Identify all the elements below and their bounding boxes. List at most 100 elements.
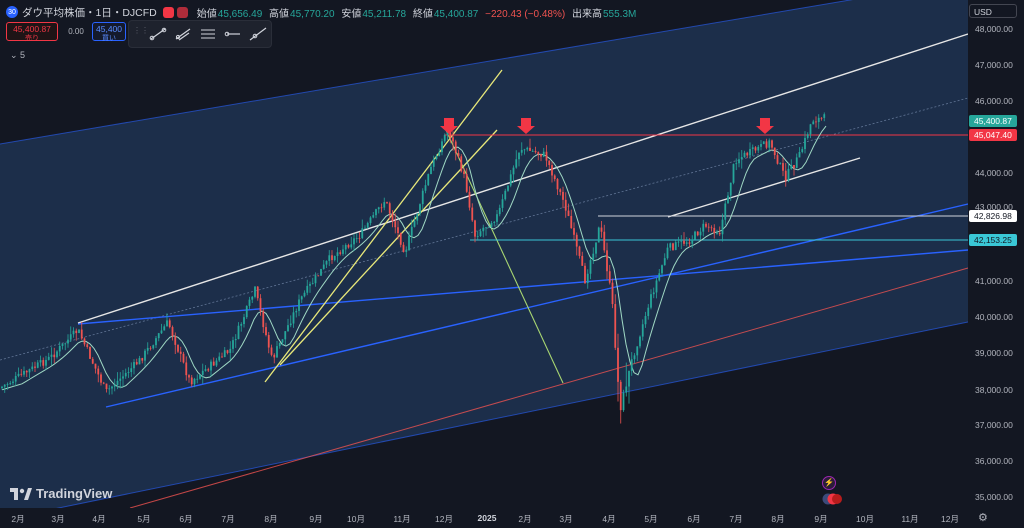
trend-line-icon[interactable] bbox=[145, 23, 170, 45]
buy-button[interactable]: 45,400 買い bbox=[92, 22, 126, 42]
candle-body bbox=[551, 165, 553, 176]
candle-body bbox=[366, 223, 369, 228]
candle-body bbox=[6, 384, 9, 386]
candle-body bbox=[614, 304, 617, 348]
tradingview-logo[interactable]: TradingView bbox=[10, 486, 112, 501]
candle-body bbox=[597, 227, 600, 243]
candle-body bbox=[122, 376, 124, 379]
white-level-price-tag: 42,826.98 bbox=[969, 210, 1017, 222]
price-tick: 47,000.00 bbox=[975, 60, 1013, 70]
candle-body bbox=[487, 226, 490, 228]
candle-body bbox=[237, 325, 240, 339]
settings-gear-icon[interactable]: ⚙ bbox=[978, 512, 988, 524]
flash-icon[interactable]: ⚡ bbox=[822, 476, 836, 490]
currency-selector[interactable]: USD bbox=[969, 4, 1017, 18]
candle-body bbox=[804, 137, 806, 150]
open-label: 始値 bbox=[196, 8, 217, 20]
white-resistance-line bbox=[77, 33, 969, 324]
candle-body bbox=[600, 227, 603, 232]
candle-body bbox=[465, 174, 468, 192]
ray-icon[interactable] bbox=[170, 23, 195, 45]
candle-body bbox=[460, 156, 463, 172]
candle-body bbox=[243, 317, 245, 325]
horizontal-ray-icon[interactable] bbox=[221, 23, 246, 45]
indicator-toggle[interactable]: ⌄ 5 bbox=[10, 50, 26, 60]
candle-body bbox=[754, 147, 757, 151]
price-tick: 37,000.00 bbox=[975, 420, 1013, 430]
candle-body bbox=[394, 221, 397, 228]
candle-body bbox=[204, 369, 207, 371]
symbol-logo-icon[interactable]: 30 bbox=[6, 6, 18, 18]
parallel-channel-icon[interactable] bbox=[195, 23, 220, 45]
candle-body bbox=[317, 275, 320, 277]
candle-body bbox=[639, 336, 641, 347]
time-tick: 10月 bbox=[347, 514, 365, 524]
candle-body bbox=[86, 344, 89, 347]
candle-body bbox=[650, 294, 652, 308]
time-tick: 3月 bbox=[559, 514, 573, 524]
candle-body bbox=[64, 343, 67, 345]
candle-body bbox=[641, 324, 644, 337]
candle-body bbox=[177, 344, 179, 352]
price-tick: 40,000.00 bbox=[975, 312, 1013, 322]
candle-body bbox=[284, 331, 287, 340]
candle-body bbox=[218, 356, 221, 361]
candle-body bbox=[61, 343, 64, 346]
high-value: 45,770.20 bbox=[290, 8, 335, 20]
candle-body bbox=[212, 361, 215, 366]
candle-body bbox=[113, 385, 116, 387]
candle-body bbox=[108, 388, 111, 390]
candle-body bbox=[575, 234, 578, 247]
candle-body bbox=[259, 298, 262, 312]
candle-body bbox=[105, 383, 108, 390]
symbol-title[interactable]: ダウ平均株価・1日・DJCFD bbox=[22, 6, 157, 19]
sell-label: 売り bbox=[25, 35, 39, 42]
drag-handle-icon[interactable]: ⋮⋮ bbox=[133, 26, 149, 35]
candle-body bbox=[155, 338, 157, 346]
candle-body bbox=[523, 149, 526, 151]
candle-body bbox=[493, 221, 496, 223]
data-warning-icon[interactable] bbox=[176, 6, 188, 18]
candle-body bbox=[119, 378, 122, 381]
buy-price: 45,400 bbox=[96, 24, 122, 34]
candle-body bbox=[542, 151, 545, 157]
candle-body bbox=[273, 354, 276, 358]
candle-body bbox=[361, 228, 364, 239]
candle-body bbox=[798, 152, 801, 158]
candle-body bbox=[534, 150, 537, 153]
time-tick: 9月 bbox=[814, 514, 828, 524]
candle-body bbox=[75, 330, 78, 334]
market-status-icon[interactable] bbox=[162, 6, 174, 18]
candle-body bbox=[699, 231, 702, 236]
arrow-down-marker-icon bbox=[517, 118, 535, 134]
candle-body bbox=[287, 325, 289, 332]
candle-body bbox=[185, 362, 188, 376]
candle-body bbox=[20, 373, 23, 375]
candle-body bbox=[581, 255, 584, 266]
candle-body bbox=[619, 381, 622, 411]
candle-body bbox=[364, 227, 366, 229]
tradingview-wordmark: TradingView bbox=[36, 486, 113, 501]
time-tick: 12月 bbox=[941, 514, 959, 524]
candle-body bbox=[281, 339, 284, 343]
candle-body bbox=[397, 227, 399, 233]
candle-body bbox=[320, 268, 322, 276]
candle-body bbox=[344, 245, 347, 250]
candle-body bbox=[201, 370, 204, 375]
candlestick-series bbox=[1, 112, 826, 424]
candle-body bbox=[405, 250, 408, 252]
buy-label: 買い bbox=[102, 35, 116, 42]
candle-body bbox=[265, 327, 267, 336]
price-tick: 41,000.00 bbox=[975, 276, 1013, 286]
sell-button[interactable]: 45,400.87 売り bbox=[6, 22, 58, 42]
candle-body bbox=[702, 223, 705, 232]
candle-body bbox=[157, 333, 160, 339]
extended-line-icon[interactable] bbox=[246, 23, 271, 45]
flag-icon[interactable] bbox=[822, 492, 842, 505]
candle-body bbox=[622, 392, 625, 411]
time-tick: 7月 bbox=[221, 514, 235, 524]
candle-body bbox=[314, 275, 317, 284]
candle-body bbox=[67, 339, 69, 344]
candle-body bbox=[790, 165, 793, 169]
